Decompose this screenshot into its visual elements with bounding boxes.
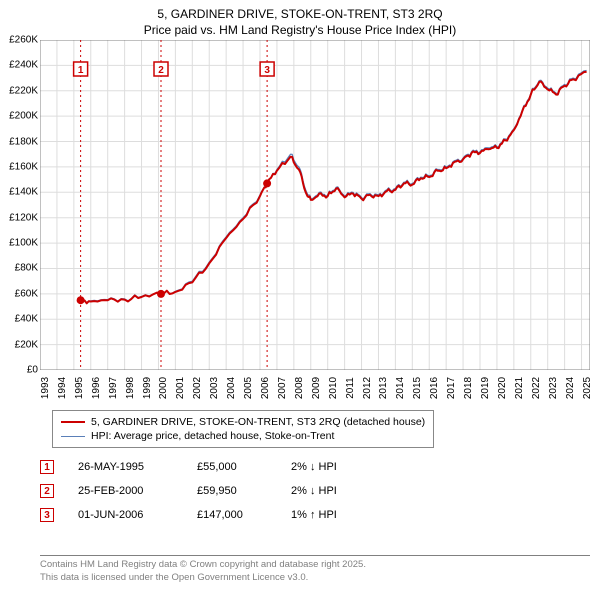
x-tick-label: 2008 (294, 377, 305, 399)
plot-area: 1 2 3 (40, 40, 590, 370)
x-tick-label: 2011 (345, 377, 356, 399)
y-tick-label: £60K (15, 288, 38, 299)
sale-price: £147,000 (197, 509, 267, 521)
x-tick-label: 2005 (243, 377, 254, 399)
x-tick-label: 1995 (74, 377, 85, 399)
sale-marker: 2 (40, 484, 54, 498)
x-tick-label: 2018 (463, 377, 474, 399)
title-subtitle: Price paid vs. HM Land Registry's House … (0, 22, 600, 38)
y-tick-label: £260K (9, 35, 38, 46)
y-tick-label: £180K (9, 136, 38, 147)
sale-date: 25-FEB-2000 (78, 485, 173, 497)
x-tick-label: 1998 (125, 377, 136, 399)
y-tick-label: £0 (27, 365, 38, 376)
sale-delta: 1% ↑ HPI (291, 509, 371, 521)
y-tick-label: £140K (9, 187, 38, 198)
y-tick-label: £240K (9, 60, 38, 71)
x-tick-label: 2024 (565, 377, 576, 399)
x-tick-label: 2001 (175, 377, 186, 399)
x-tick-label: 2009 (311, 377, 322, 399)
sales-table: 1 26-MAY-1995 £55,000 2% ↓ HPI 2 25-FEB-2000 £… (40, 455, 371, 527)
x-tick-label: 2010 (328, 377, 339, 399)
x-tick-label: 1994 (57, 377, 68, 399)
legend-swatch (61, 421, 85, 423)
x-tick-label: 2019 (480, 377, 491, 399)
x-tick-label: 2007 (277, 377, 288, 399)
x-tick-label: 1993 (40, 377, 51, 399)
x-tick-label: 2025 (582, 377, 593, 399)
x-tick-label: 2014 (395, 377, 406, 399)
sale-price: £59,950 (197, 485, 267, 497)
x-tick-label: 2015 (412, 377, 423, 399)
sale-price: £55,000 (197, 461, 267, 473)
legend-label: HPI: Average price, detached house, Stok… (91, 430, 334, 442)
x-tick-label: 2021 (514, 377, 525, 399)
x-tick-label: 2023 (548, 377, 559, 399)
y-tick-label: £200K (9, 111, 38, 122)
x-tick-label: 2012 (362, 377, 373, 399)
y-tick-label: £20K (15, 339, 38, 350)
x-axis: 1993 1994 1995 1996 1997 1998 1999 2000 2001 2002… (40, 370, 590, 405)
x-tick-label: 2022 (531, 377, 542, 399)
y-tick-label: £220K (9, 85, 38, 96)
sale-row: 1 26-MAY-1995 £55,000 2% ↓ HPI (40, 455, 371, 479)
x-tick-label: 2020 (497, 377, 508, 399)
y-tick-label: £120K (9, 212, 38, 223)
y-tick-label: £40K (15, 314, 38, 325)
svg-text:2: 2 (158, 65, 164, 76)
title-address: 5, GARDINER DRIVE, STOKE-ON-TRENT, ST3 2… (0, 6, 600, 22)
x-tick-label: 2004 (226, 377, 237, 399)
footer-line2: This data is licensed under the Open Gov… (40, 572, 590, 584)
x-tick-label: 2017 (446, 377, 457, 399)
svg-text:3: 3 (264, 65, 270, 76)
x-tick-label: 2006 (260, 377, 271, 399)
title-block: 5, GARDINER DRIVE, STOKE-ON-TRENT, ST3 2… (0, 0, 600, 40)
y-tick-label: £80K (15, 263, 38, 274)
x-tick-label: 2003 (209, 377, 220, 399)
legend: 5, GARDINER DRIVE, STOKE-ON-TRENT, ST3 2… (52, 410, 434, 448)
footer-line1: Contains HM Land Registry data © Crown c… (40, 559, 590, 571)
chart-area: £0 £20K £40K £60K £80K £100K £120K £140K £160K £1… (0, 40, 600, 405)
sale-date: 01-JUN-2006 (78, 509, 173, 521)
chart-container: 5, GARDINER DRIVE, STOKE-ON-TRENT, ST3 2… (0, 0, 600, 590)
x-tick-label: 1996 (91, 377, 102, 399)
x-tick-label: 2000 (158, 377, 169, 399)
legend-item: HPI: Average price, detached house, Stok… (61, 429, 425, 443)
y-tick-label: £160K (9, 161, 38, 172)
footer: Contains HM Land Registry data © Crown c… (40, 555, 590, 584)
sale-row: 2 25-FEB-2000 £59,950 2% ↓ HPI (40, 479, 371, 503)
x-tick-label: 1999 (142, 377, 153, 399)
sale-marker: 3 (40, 508, 54, 522)
chart-svg: 1 2 3 (40, 40, 590, 370)
sale-marker: 1 (40, 460, 54, 474)
y-axis: £0£20K£40K£60K£80K£100K£120K£140K£160K£1… (0, 40, 40, 370)
x-tick-label: 2002 (192, 377, 203, 399)
y-tick-label: £100K (9, 238, 38, 249)
sale-delta: 2% ↓ HPI (291, 485, 371, 497)
x-tick-label: 1997 (108, 377, 119, 399)
x-tick-label: 2013 (378, 377, 389, 399)
sale-row: 3 01-JUN-2006 £147,000 1% ↑ HPI (40, 503, 371, 527)
sale-delta: 2% ↓ HPI (291, 461, 371, 473)
legend-label: 5, GARDINER DRIVE, STOKE-ON-TRENT, ST3 2… (91, 416, 425, 428)
legend-swatch (61, 436, 85, 437)
sale-date: 26-MAY-1995 (78, 461, 173, 473)
x-tick-label: 2016 (429, 377, 440, 399)
svg-text:1: 1 (78, 65, 84, 76)
legend-item: 5, GARDINER DRIVE, STOKE-ON-TRENT, ST3 2… (61, 415, 425, 429)
